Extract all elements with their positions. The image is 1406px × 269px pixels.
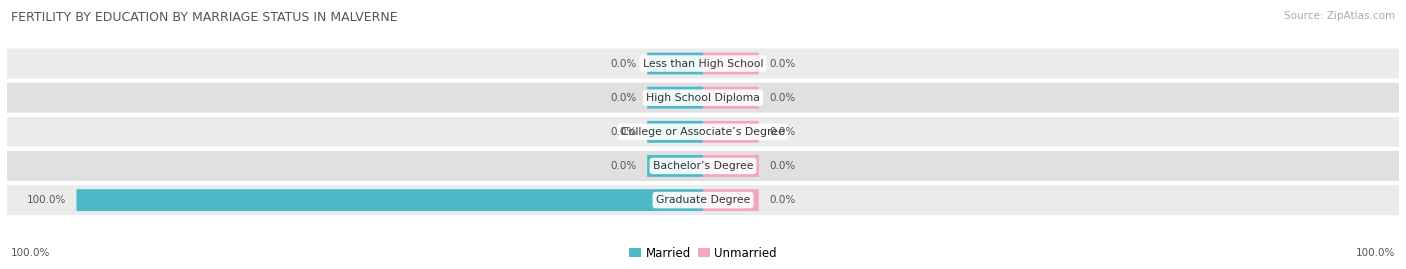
Text: 0.0%: 0.0%: [610, 59, 637, 69]
FancyBboxPatch shape: [703, 121, 759, 143]
Text: Source: ZipAtlas.com: Source: ZipAtlas.com: [1284, 11, 1395, 21]
Text: 0.0%: 0.0%: [610, 93, 637, 103]
FancyBboxPatch shape: [7, 185, 1399, 215]
Text: 0.0%: 0.0%: [610, 161, 637, 171]
Text: FERTILITY BY EDUCATION BY MARRIAGE STATUS IN MALVERNE: FERTILITY BY EDUCATION BY MARRIAGE STATU…: [11, 11, 398, 24]
FancyBboxPatch shape: [647, 53, 703, 75]
Text: 100.0%: 100.0%: [27, 195, 66, 205]
Text: 0.0%: 0.0%: [769, 59, 796, 69]
Text: College or Associate’s Degree: College or Associate’s Degree: [621, 127, 785, 137]
FancyBboxPatch shape: [703, 155, 759, 177]
Text: 0.0%: 0.0%: [769, 161, 796, 171]
Text: 100.0%: 100.0%: [1355, 248, 1395, 258]
FancyBboxPatch shape: [76, 189, 703, 211]
FancyBboxPatch shape: [647, 121, 703, 143]
FancyBboxPatch shape: [703, 189, 759, 211]
Text: Less than High School: Less than High School: [643, 59, 763, 69]
Text: 0.0%: 0.0%: [769, 195, 796, 205]
FancyBboxPatch shape: [7, 117, 1399, 147]
Text: 0.0%: 0.0%: [769, 127, 796, 137]
Legend: Married, Unmarried: Married, Unmarried: [624, 242, 782, 264]
Text: Graduate Degree: Graduate Degree: [655, 195, 751, 205]
FancyBboxPatch shape: [703, 53, 759, 75]
FancyBboxPatch shape: [7, 151, 1399, 181]
FancyBboxPatch shape: [647, 155, 703, 177]
FancyBboxPatch shape: [7, 48, 1399, 79]
Text: High School Diploma: High School Diploma: [647, 93, 759, 103]
Text: 0.0%: 0.0%: [610, 127, 637, 137]
FancyBboxPatch shape: [7, 83, 1399, 113]
Text: 100.0%: 100.0%: [11, 248, 51, 258]
FancyBboxPatch shape: [647, 87, 703, 109]
Text: 0.0%: 0.0%: [769, 93, 796, 103]
FancyBboxPatch shape: [703, 87, 759, 109]
Text: Bachelor’s Degree: Bachelor’s Degree: [652, 161, 754, 171]
